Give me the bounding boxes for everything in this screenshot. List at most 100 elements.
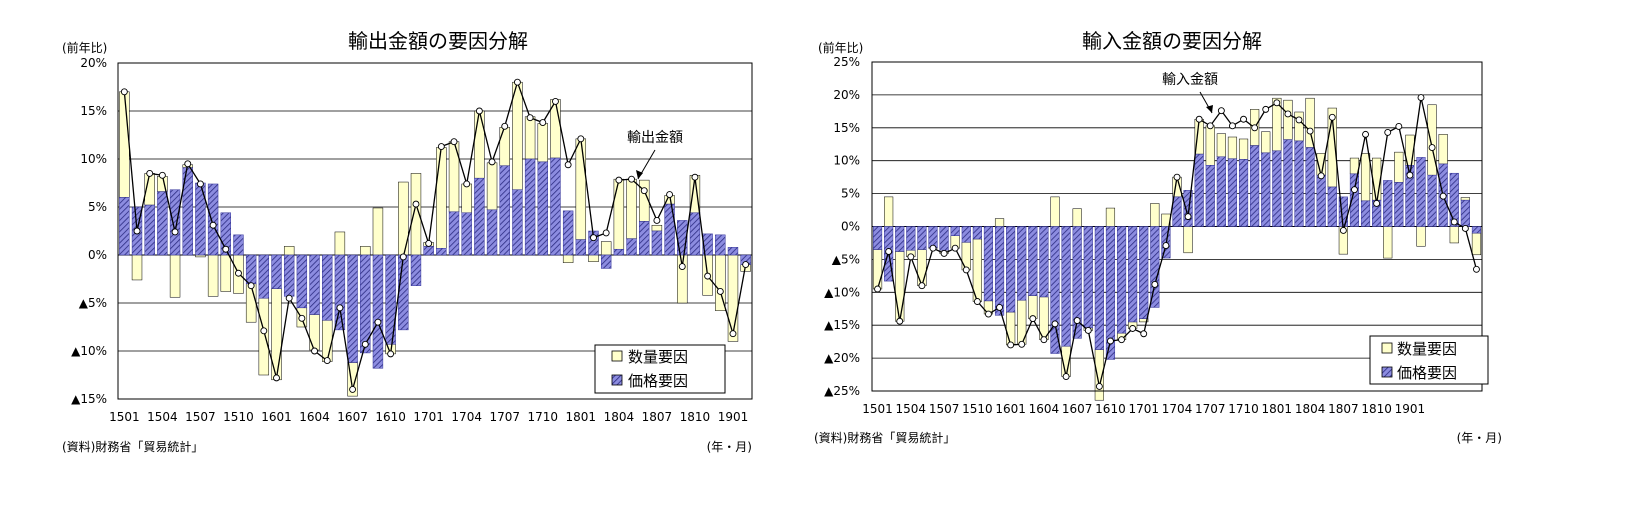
total-point: [929, 244, 937, 252]
total-point: [1073, 317, 1081, 325]
bar-price: [1172, 196, 1182, 227]
total-point: [1417, 94, 1425, 101]
bar-quantity: [220, 254, 231, 292]
x-tick-label: 1901: [718, 410, 749, 424]
x-tick-label: 1807: [1328, 402, 1359, 416]
total-point: [247, 282, 255, 290]
source-note: (資料)財務省「貿易統計」: [62, 439, 203, 454]
bar-price: [372, 254, 384, 369]
bar-price: [1405, 165, 1415, 227]
x-unit-label: (年・月): [1457, 431, 1502, 445]
y-tick-label: 0%: [841, 220, 860, 234]
bar-price: [689, 212, 701, 256]
total-point: [374, 318, 382, 326]
bar-price: [1039, 226, 1049, 298]
total-point: [628, 175, 635, 183]
bar-price: [1227, 158, 1238, 227]
bar-price: [347, 254, 358, 363]
total-point: [907, 253, 915, 261]
bar-quantity: [651, 224, 663, 232]
total-point: [653, 216, 661, 224]
total-point: [273, 374, 280, 382]
bar-quantity: [1105, 207, 1116, 227]
bar-price: [1183, 190, 1193, 227]
bar-quantity: [1394, 151, 1404, 183]
total-point: [387, 350, 395, 358]
bar-quantity: [884, 196, 894, 227]
total-point: [1351, 186, 1358, 194]
x-tick-label: 1704: [1162, 402, 1193, 416]
total-point: [1229, 122, 1236, 130]
total-point: [1173, 173, 1181, 181]
total-point: [513, 78, 521, 86]
total-point: [640, 187, 648, 195]
bar-price: [1006, 226, 1016, 313]
x-tick-labels: 1501 1504 1507 1510 1601 1604 1607 1610 1701 1704…: [862, 402, 1425, 416]
y-tick-label: ▲5%: [832, 252, 860, 266]
total-point: [1461, 225, 1469, 232]
bar-price: [1083, 226, 1093, 329]
bar-price: [512, 189, 523, 256]
x-tick-label: 1810: [680, 410, 711, 424]
bar-quantity: [1372, 157, 1382, 201]
bar-quantity: [486, 162, 498, 211]
bar-price: [1383, 180, 1393, 227]
total-point: [1029, 315, 1037, 323]
x-tick-label: 1701: [1128, 402, 1159, 416]
bar-price: [461, 212, 472, 256]
total-point: [1195, 115, 1203, 123]
legend-label-price: 価格要因: [628, 372, 688, 390]
x-tick-label: 1901: [1395, 402, 1426, 416]
bar-price: [613, 248, 625, 256]
x-tick-label: 1804: [604, 410, 635, 424]
bar-quantity: [1294, 111, 1304, 142]
total-point: [704, 272, 712, 280]
bar-price: [1017, 226, 1027, 301]
y-tick-label: ▲25%: [824, 384, 860, 398]
bar-quantity: [1050, 196, 1060, 227]
legend: 数量要因 価格要因: [1369, 335, 1489, 385]
bar-price: [1349, 173, 1360, 227]
total-point: [874, 285, 881, 293]
x-tick-label: 1701: [413, 410, 444, 424]
x-tick-labels: 1501 1504 1507 1510 1601 1604 1607 1610 1701 1704…: [109, 410, 748, 424]
total-point: [1306, 127, 1314, 135]
total-point: [1328, 113, 1336, 121]
bar-price: [474, 177, 485, 256]
bar-quantity: [474, 110, 485, 179]
bar-quantity: [258, 297, 270, 376]
bar-quantity: [1150, 203, 1160, 227]
total-point: [1151, 280, 1159, 288]
bar-price: [258, 254, 270, 299]
bar-price: [588, 230, 599, 256]
x-tick-label: 1801: [566, 410, 597, 424]
chart-title: 輸入金額の要因分解: [1082, 29, 1262, 53]
bar-quantity: [119, 91, 130, 198]
y-tick-label: ▲10%: [824, 285, 860, 299]
bar-quantity: [1238, 138, 1249, 160]
total-point: [133, 227, 141, 235]
bar-price: [322, 254, 333, 321]
y-tick-label: 10%: [833, 154, 860, 168]
total-point: [1095, 382, 1103, 390]
total-point: [311, 347, 318, 355]
total-point: [1406, 171, 1414, 179]
y-tick-labels: 25% 20% 15% 10% 5% 0% ▲5% ▲10% ▲15% ▲20% ▲25%: [824, 55, 860, 398]
bar-price: [1194, 153, 1204, 227]
total-point: [1062, 373, 1070, 380]
bar-price: [1316, 174, 1326, 227]
bar-quantity: [524, 116, 536, 160]
total-point: [1317, 172, 1325, 180]
y-tick-label: ▲5%: [79, 296, 107, 310]
total-point: [1040, 336, 1048, 344]
total-point: [1240, 115, 1247, 123]
bar-price: [1394, 182, 1404, 227]
total-point: [590, 234, 597, 242]
bar-quantity: [1383, 226, 1393, 259]
annotation-arrow-head: [636, 170, 643, 179]
y-tick-label: ▲10%: [71, 344, 107, 358]
bars-price: [872, 139, 1482, 360]
bar-price: [283, 254, 295, 297]
total-point: [349, 385, 357, 393]
bar-price: [157, 191, 168, 256]
